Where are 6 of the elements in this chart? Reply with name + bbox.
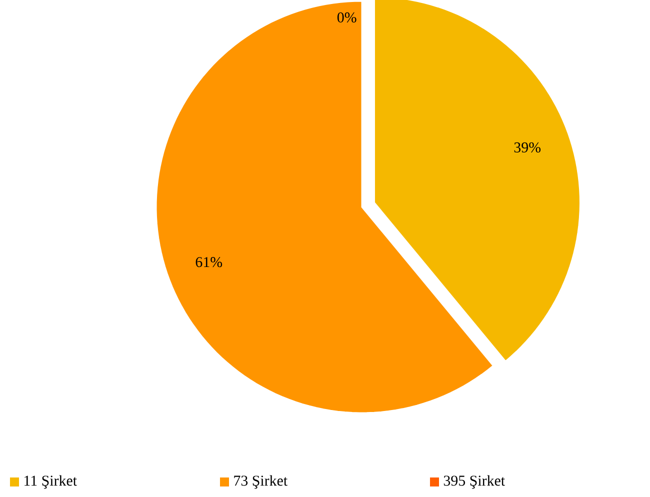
text: 0% xyxy=(337,12,356,23)
legend-label: 395 Şirket xyxy=(444,475,505,489)
legend-label: 73 Şirket xyxy=(234,475,288,489)
legend-label: 11 Şirket xyxy=(24,475,77,489)
data-label: 39% xyxy=(514,142,541,153)
data-label: 61% xyxy=(196,257,222,268)
